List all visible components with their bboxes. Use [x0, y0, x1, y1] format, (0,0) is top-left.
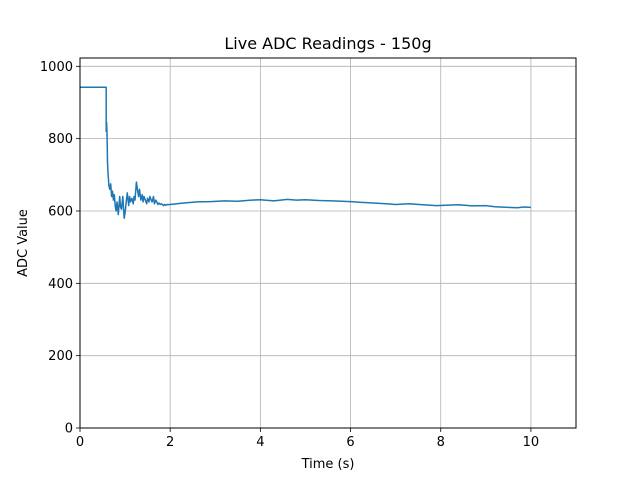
- x-axis-label: Time (s): [301, 457, 355, 472]
- ticks: 0 2 4 6 8 10 0 200 400 600 800 1000: [40, 60, 539, 450]
- y-tick-label: 200: [48, 349, 73, 364]
- y-axis-label: ADC Value: [16, 209, 31, 277]
- x-tick-label: 2: [166, 435, 174, 450]
- y-tick-label: 0: [65, 422, 73, 437]
- x-tick-label: 8: [437, 435, 445, 450]
- x-tick-label: 10: [523, 435, 540, 450]
- grid: [79, 58, 576, 429]
- y-tick-label: 600: [48, 204, 73, 219]
- chart-title: Live ADC Readings - 150g: [224, 34, 431, 53]
- series-layer: [80, 86, 531, 219]
- y-tick-label: 1000: [40, 60, 73, 75]
- y-tick-label: 800: [48, 132, 73, 147]
- y-tick-label: 400: [48, 277, 73, 292]
- x-tick-label: 6: [346, 435, 354, 450]
- plot-frame: [79, 57, 577, 429]
- x-tick-label: 0: [76, 435, 84, 450]
- series-line-1: [80, 86, 531, 219]
- x-tick-label: 4: [256, 435, 264, 450]
